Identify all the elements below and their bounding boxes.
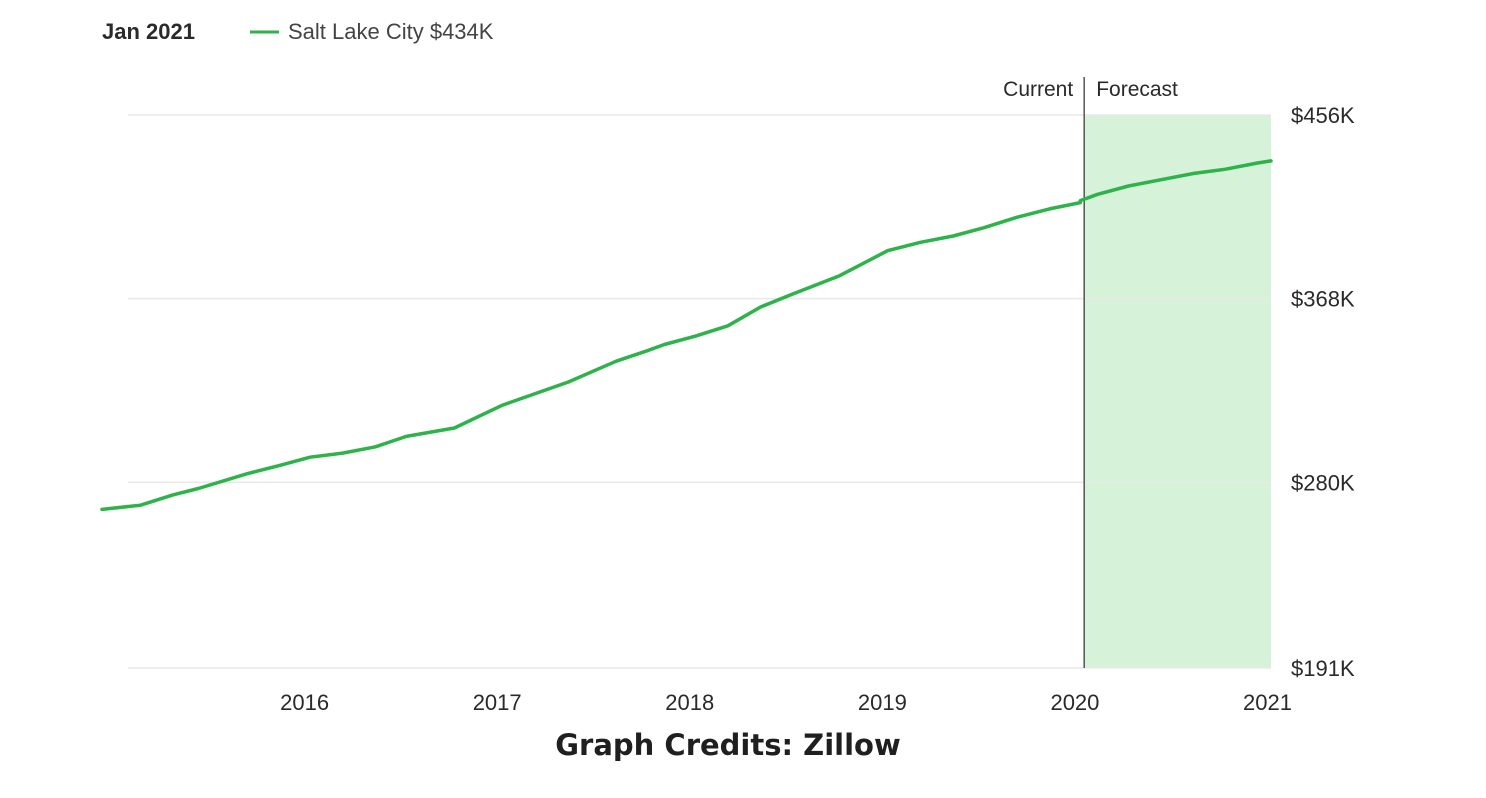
y-tick-label: $368K: [1291, 287, 1355, 312]
x-tick-label: 2021: [1243, 690, 1292, 715]
y-tick-label: $191K: [1291, 656, 1355, 681]
x-tick-label: 2017: [473, 690, 522, 715]
date-label: Jan 2021: [102, 19, 195, 44]
y-tick-label: $456K: [1291, 103, 1355, 128]
forecast-region: [1084, 115, 1271, 668]
series-line-forecast: [1078, 159, 1273, 203]
x-tick-label: 2019: [858, 690, 907, 715]
x-axis-labels: 2016 2017 2018 2019 2020 2021: [280, 690, 1292, 715]
x-tick-label: 2016: [280, 690, 329, 715]
graph-credits: Graph Credits: Zillow: [555, 728, 901, 762]
y-axis-labels: $456K $368K $280K $191K: [1291, 103, 1355, 681]
x-tick-label: 2020: [1050, 690, 1099, 715]
current-label: Current: [1003, 78, 1073, 101]
series-layer: [100, 159, 1273, 512]
x-tick-label: 2018: [665, 690, 714, 715]
series-line-current: [100, 200, 1083, 512]
gridlines: [128, 114, 1271, 669]
forecast-label: Forecast: [1096, 78, 1178, 101]
legend-label[interactable]: Salt Lake City $434K: [288, 19, 494, 44]
y-tick-label: $280K: [1291, 470, 1355, 495]
